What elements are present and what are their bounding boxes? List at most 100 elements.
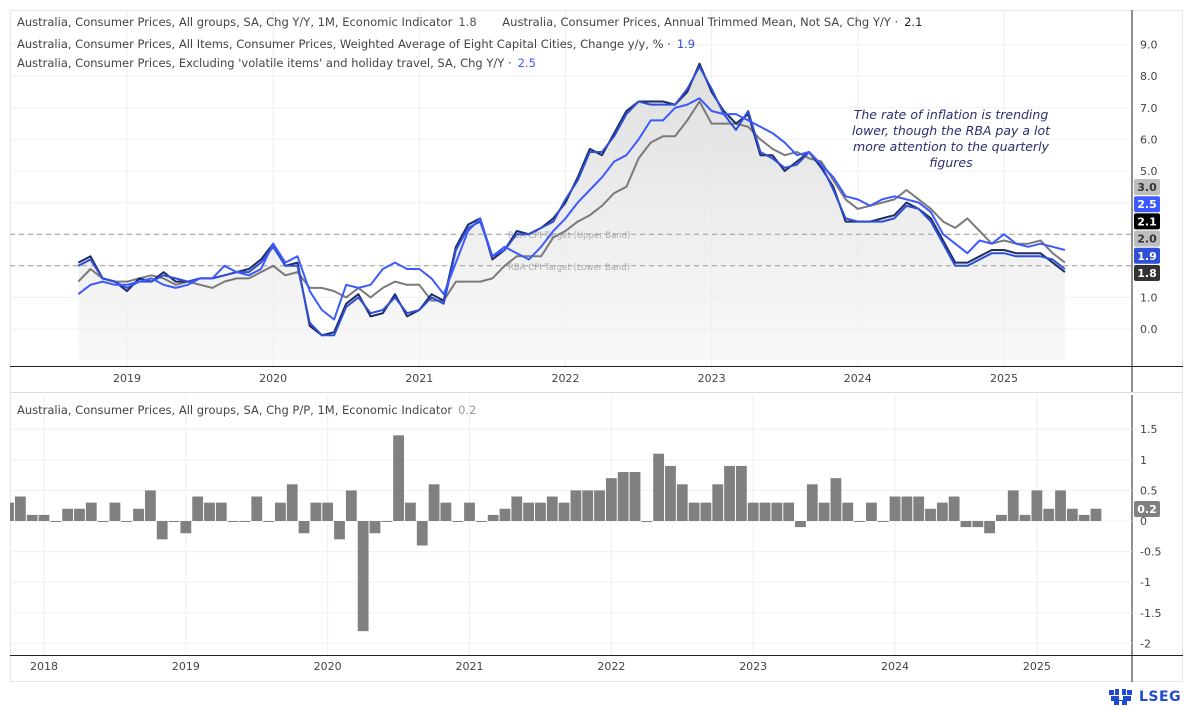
bar — [121, 521, 133, 522]
bar — [334, 521, 345, 540]
bar — [310, 502, 322, 521]
bar — [97, 521, 109, 522]
last-value-pill-text: 2.1 — [1137, 215, 1157, 228]
top-x-tick-label: 2023 — [698, 372, 726, 385]
bottom-x-tick-label: 2019 — [172, 660, 200, 673]
last-value-pill-text: 1.8 — [1137, 267, 1157, 280]
bottom-y-tick-label: 1 — [1140, 454, 1147, 467]
legend-label-all-groups-pp: Australia, Consumer Prices, All groups, … — [17, 403, 453, 417]
bar — [215, 502, 227, 521]
top-x-tick-label: 2021 — [405, 372, 433, 385]
last-value-pill-text: 2.5 — [1137, 198, 1157, 211]
bottom-x-tick-label: 2020 — [314, 660, 342, 673]
bar — [322, 502, 334, 521]
last-value-pill — [1134, 213, 1160, 230]
series-line-3 — [77, 97, 1066, 321]
bar — [133, 508, 144, 521]
bar — [428, 484, 440, 521]
bar — [144, 490, 156, 521]
bar — [546, 496, 558, 521]
bar — [771, 502, 783, 521]
bottom-x-tick-label: 2025 — [1023, 660, 1051, 673]
top-x-tick-label: 2019 — [113, 372, 141, 385]
lseg-logo: LSEG — [1108, 688, 1181, 706]
bar — [1090, 508, 1102, 521]
last-value-pill-text: 1.9 — [1137, 250, 1157, 263]
bar — [712, 484, 724, 521]
bottom-x-tick-label: 2021 — [456, 660, 484, 673]
bar — [416, 521, 428, 546]
bar — [747, 502, 759, 521]
last-value-pill — [1134, 247, 1160, 264]
bottom-x-tick-label: 2018 — [30, 660, 58, 673]
top-y-tick-label: 8.0 — [1140, 70, 1158, 83]
legend-row-1: Australia, Consumer Prices, All groups, … — [17, 15, 922, 29]
bar — [759, 502, 771, 521]
bar — [286, 484, 298, 521]
top-x-tick-label: 2024 — [844, 372, 872, 385]
bottom-y-tick-label: 0.5 — [1140, 484, 1158, 497]
bar — [735, 465, 747, 521]
chart-annotation: The rate of inflation is trending lower,… — [851, 107, 1051, 170]
bar — [629, 472, 641, 521]
legend-row-3: Australia, Consumer Prices, Excluding 'v… — [17, 56, 536, 70]
bar — [499, 508, 511, 521]
bottom-y-tick-label: 1.5 — [1140, 423, 1158, 436]
rba-target-band-label: RBA CPI Target (Lower Band) — [508, 263, 630, 273]
bar — [795, 521, 806, 528]
bar — [227, 521, 239, 522]
bar — [605, 478, 617, 521]
bar — [842, 502, 854, 521]
bar — [62, 508, 74, 521]
bar — [298, 521, 310, 534]
bottom-x-tick-label: 2024 — [881, 660, 909, 673]
bar — [866, 502, 877, 521]
bar — [381, 521, 393, 522]
series-line-2 — [77, 65, 1066, 337]
chart-frame — [10, 10, 1183, 682]
bottom-x-tick-label: 2023 — [739, 660, 767, 673]
top-x-tick-label: 2020 — [259, 372, 287, 385]
top-y-tick-label: 6.0 — [1140, 133, 1158, 146]
bar — [724, 465, 735, 521]
legend-label-ex-volatile: Australia, Consumer Prices, Excluding 'v… — [17, 56, 512, 70]
top-x-tick-label: 2025 — [990, 372, 1018, 385]
bar — [263, 521, 274, 522]
bar — [665, 465, 676, 521]
top-y-tick-label: 1.0 — [1140, 291, 1158, 304]
bar — [700, 502, 712, 521]
bar — [936, 502, 948, 521]
last-value-pill-text: 2.0 — [1137, 233, 1157, 246]
bar — [523, 502, 535, 521]
bar — [275, 502, 286, 521]
top-y-tick-label: 0.0 — [1140, 323, 1158, 336]
bar — [617, 472, 629, 521]
bar — [901, 496, 913, 521]
bottom-x-tick-label: 2022 — [597, 660, 625, 673]
bar — [180, 521, 192, 534]
legend-label-eight-capitals: Australia, Consumer Prices, All Items, C… — [17, 37, 671, 51]
top-x-tick-label: 2022 — [551, 372, 579, 385]
bar — [393, 435, 404, 521]
legend-value-all-groups-pp: 0.2 — [458, 403, 477, 417]
bar — [558, 502, 570, 521]
bar — [641, 521, 653, 522]
bar — [50, 521, 62, 522]
bar — [676, 484, 688, 521]
last-value-pill — [1134, 196, 1160, 213]
bar — [783, 502, 795, 521]
bar — [405, 502, 416, 521]
bar — [440, 502, 452, 521]
bar — [345, 490, 357, 521]
top-y-tick-label: 5.0 — [1140, 165, 1158, 178]
bar — [653, 453, 665, 521]
bar — [594, 490, 605, 521]
legend-label-trimmed-mean: Australia, Consumer Prices, Annual Trimm… — [502, 15, 899, 29]
bar — [109, 502, 121, 521]
bar — [1043, 508, 1055, 521]
last-value-pill — [1134, 230, 1160, 247]
legend-value-ex-volatile: 2.5 — [517, 56, 536, 70]
bar — [74, 508, 85, 521]
bar — [570, 490, 582, 521]
